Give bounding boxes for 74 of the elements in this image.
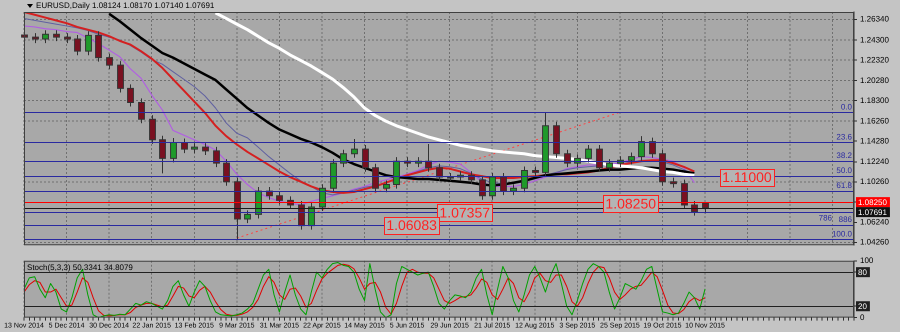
candlestick	[223, 158, 230, 186]
candlestick	[670, 177, 677, 188]
y-tick-label: 1.18300	[860, 96, 890, 105]
candlestick	[191, 142, 198, 154]
y-tick-label: 1.26340	[860, 14, 890, 24]
y-tick-label: 1.14280	[860, 136, 890, 146]
annotation: 61.8	[836, 180, 853, 190]
candlestick	[425, 144, 432, 172]
candlestick	[170, 137, 177, 163]
candlestick	[106, 53, 113, 70]
y-tick-label: 1.12240	[860, 157, 890, 166]
text: 1.07691	[858, 208, 888, 217]
candlestick	[74, 34, 81, 56]
y-tick-label: 1.06240	[860, 218, 890, 227]
annotation: 23.6	[836, 132, 853, 142]
candlestick	[393, 156, 400, 190]
candlestick	[53, 30, 60, 42]
candlestick	[117, 60, 124, 93]
annotation: 786	[818, 213, 833, 222]
candlestick	[489, 172, 496, 200]
candlestick	[606, 158, 613, 172]
candlestick	[436, 163, 443, 182]
candlestick	[585, 144, 592, 163]
y-tick-label: 1.10260	[860, 177, 890, 186]
y-tick-label: 0	[860, 312, 865, 322]
chart-title: Stoch(5,3,3) 50.3341 34.8079	[27, 263, 134, 272]
candlestick	[362, 144, 369, 172]
y-tick-label: 1.16260	[860, 116, 890, 126]
y-tick-label: 20	[858, 302, 868, 311]
candlestick	[138, 98, 145, 124]
candlestick	[479, 175, 486, 200]
candlestick	[638, 136, 645, 162]
annotation: 100.0	[832, 229, 853, 238]
candlestick	[649, 137, 656, 158]
candlestick	[181, 138, 188, 154]
y-tick-label: 1.24300	[860, 35, 890, 44]
y-tick-label: 1.22320	[860, 55, 890, 64]
y-tick-label: 1.08250	[858, 198, 888, 207]
candlestick	[95, 30, 102, 62]
candlestick	[202, 142, 209, 156]
candlestick	[340, 149, 347, 168]
annotation: 886	[838, 215, 853, 224]
candlestick	[159, 135, 166, 174]
candlestick	[32, 32, 39, 44]
y-tick-label: 80	[858, 268, 868, 277]
candlestick	[383, 180, 390, 193]
candlestick	[127, 84, 134, 107]
candlestick	[521, 166, 528, 193]
candlestick	[596, 144, 603, 172]
candlestick	[85, 30, 92, 56]
candlestick	[628, 152, 635, 165]
annotation: 1.08250	[605, 195, 656, 212]
annotation: 0.0	[840, 102, 853, 112]
candlestick	[372, 163, 379, 193]
y-tick-label: 1.20280	[860, 76, 890, 85]
candlestick	[681, 179, 688, 210]
annotation: 1.11000	[722, 169, 772, 186]
candlestick	[42, 30, 49, 44]
annotation: 1.07357	[439, 204, 490, 221]
annotation: 1.06083	[386, 216, 438, 233]
candlestick	[149, 114, 156, 144]
candlestick	[564, 149, 571, 168]
candlestick	[276, 191, 283, 205]
candlestick	[532, 166, 539, 177]
chart-title: EURUSD,Daily 1.08124 1.08170 1.07140 1.07691	[36, 1, 215, 10]
candlestick	[244, 210, 251, 224]
candlestick	[213, 146, 220, 168]
annotation: 50.0	[836, 166, 853, 175]
candlestick	[351, 138, 358, 158]
annotation: 38.2	[836, 151, 853, 160]
y-tick-label: 1.04260	[860, 238, 890, 247]
candlestick	[64, 32, 71, 44]
candlestick	[500, 172, 507, 196]
y-tick-label: 100	[860, 256, 874, 266]
